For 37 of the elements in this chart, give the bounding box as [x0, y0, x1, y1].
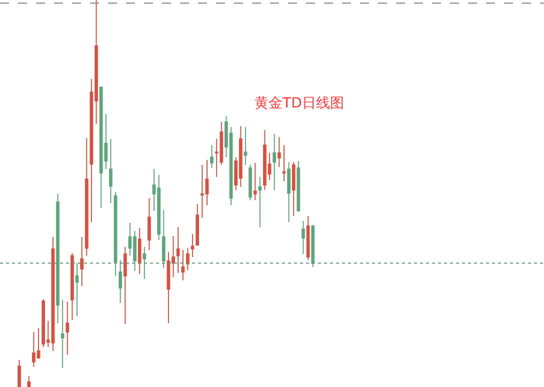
candlestick — [75, 262, 79, 317]
candlestick — [118, 260, 122, 304]
candlestick — [272, 133, 276, 191]
candlestick — [282, 144, 286, 182]
candlestick — [296, 160, 300, 212]
candlestick — [181, 250, 185, 281]
candlestick — [162, 210, 166, 269]
candlestick — [123, 246, 127, 324]
candlestick — [253, 162, 257, 201]
candlestick — [70, 252, 74, 321]
candlestick — [80, 236, 84, 286]
candlestick — [138, 227, 142, 274]
candlestick — [248, 164, 252, 201]
candlestick — [287, 162, 290, 223]
candlestick — [210, 144, 214, 168]
candlestick — [18, 359, 21, 387]
candlestick — [196, 203, 200, 246]
candlestick — [84, 138, 88, 256]
candlestick — [292, 162, 296, 216]
candlestick — [306, 215, 310, 261]
candlestick — [277, 136, 281, 168]
candlestick — [244, 126, 248, 166]
candlestick — [27, 376, 31, 387]
candlestick — [60, 299, 64, 369]
candlestick — [114, 191, 118, 276]
candlestick — [66, 301, 70, 356]
candlestick — [56, 193, 60, 324]
candlestick — [109, 138, 112, 204]
candlestick — [302, 220, 305, 254]
candlestick — [190, 234, 194, 258]
candlestick — [186, 248, 190, 271]
candlestick — [142, 246, 146, 280]
candlestick — [148, 198, 151, 250]
candlestick — [176, 226, 180, 274]
candlestick — [258, 176, 262, 228]
text: 黄金TD日线图 — [254, 95, 344, 112]
candlestick — [311, 224, 315, 268]
